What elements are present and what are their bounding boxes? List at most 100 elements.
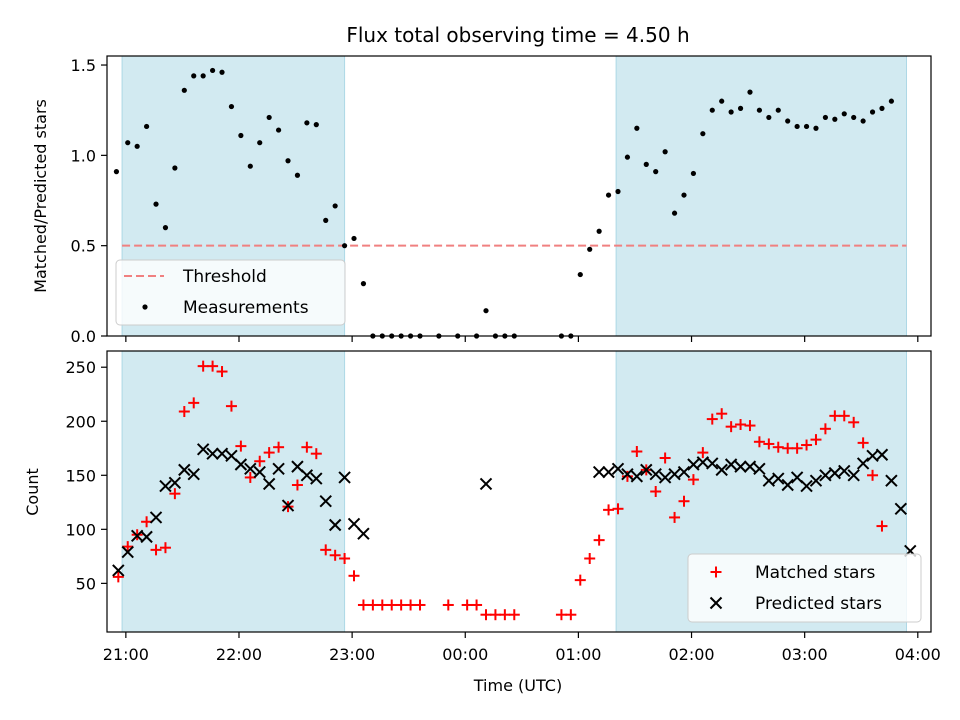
matched-star-point [291, 479, 303, 491]
legend-measurements-swatch [142, 304, 148, 310]
matched-star-point [669, 511, 681, 523]
predicted-star-point [715, 463, 728, 477]
matched-star-point [867, 469, 879, 481]
predicted-star-point [159, 479, 172, 493]
matched-star-point [593, 534, 605, 546]
measurement-point [323, 217, 329, 223]
measurement-point [162, 225, 169, 231]
top-y-tick-label: 0.5 [71, 237, 96, 256]
measurement-point [313, 122, 319, 128]
x-tick-label: 03:00 [782, 645, 828, 664]
predicted-star-point [149, 511, 163, 524]
predicted-star-point [781, 478, 794, 492]
measurement-point [643, 161, 649, 167]
measurement-point [191, 73, 197, 79]
x-axis-label: Time (UTC) [473, 676, 562, 695]
matched-star-point [499, 609, 511, 621]
x-tick-label: 00:00 [442, 645, 488, 664]
predicted-star-point [885, 474, 898, 487]
predicted-star-point [338, 471, 351, 484]
measurement-point [624, 154, 631, 160]
measurement-point [851, 114, 857, 121]
measurement-point [238, 132, 244, 139]
predicted-star-point [724, 458, 738, 471]
top-y-axis-label: Matched/Predicted stars [31, 99, 50, 293]
measurement-point [266, 114, 272, 121]
predicted-star-point [347, 517, 361, 531]
top-y-tick-label: 1.5 [71, 56, 96, 75]
top-y-tick-label: 0.0 [71, 327, 96, 346]
matched-star-point [480, 609, 492, 621]
top-axes-frame [106, 55, 932, 337]
x-tick-label: 04:00 [895, 645, 941, 664]
matched-star-point [650, 486, 662, 497]
top-panel: 0.0 0.5 1.0 1.5 Matched/Predicted stars Thr… [31, 55, 932, 346]
predicted-star-point [819, 469, 832, 482]
predicted-star-point [121, 545, 134, 559]
predicted-star-point [677, 465, 691, 479]
measurement-point [285, 158, 291, 164]
predicted-star-point [310, 472, 323, 485]
matched-star-point [320, 544, 332, 556]
measurement-point [785, 118, 791, 124]
bottom-panel: 50 100 150 200 250 21:00 22:00 23:00 00:00 01:00… [23, 350, 941, 695]
matched-star-point [207, 360, 219, 372]
predicted-star-point [762, 474, 776, 487]
predicted-star-point [706, 457, 719, 470]
predicted-star-point [253, 465, 266, 479]
measurement-point [153, 201, 159, 207]
legend-predicted-label: Predicted stars [755, 594, 882, 614]
legend-matched-swatch [710, 566, 722, 578]
predicted-star-point [140, 530, 153, 544]
matched-star-point [584, 553, 596, 565]
measurement-point [634, 125, 640, 131]
predicted-star-point [894, 502, 908, 515]
predicted-star-point [658, 471, 672, 484]
predicted-star-point [206, 447, 219, 460]
x-tick-label: 01:00 [555, 645, 601, 664]
matched-star-point [273, 441, 285, 453]
measurement-point [596, 228, 602, 234]
legend-threshold-label: Threshold [182, 267, 267, 287]
x-tick-label: 23:00 [329, 645, 375, 664]
matched-star-point [782, 442, 794, 454]
measurement-point [247, 163, 253, 169]
measurement-point [483, 308, 489, 314]
predicted-star-point [234, 458, 248, 471]
measurement-point [747, 89, 753, 95]
matched-star-point [838, 410, 850, 422]
predicted-star-point [649, 468, 662, 481]
measurement-point [257, 140, 263, 146]
matched-star-point [565, 609, 577, 621]
predicted-star-point [828, 466, 842, 480]
matched-star-point [159, 542, 171, 554]
predicted-star-point [178, 463, 191, 477]
legend-matched-label: Matched stars [755, 563, 875, 583]
predicted-star-point [592, 465, 606, 479]
x-tick-label: 22:00 [216, 645, 262, 664]
measurement-point [671, 210, 678, 216]
measurement-point [275, 127, 282, 133]
matched-star-point [678, 495, 690, 507]
measurement-point [143, 123, 150, 130]
measurement-point [860, 118, 866, 124]
matched-star-point [697, 447, 709, 459]
matched-star-point [848, 416, 860, 428]
bottom-y-axis-label: Count [23, 468, 42, 516]
matched-star-point [395, 599, 407, 611]
bottom-shaded-interval [121, 350, 346, 633]
predicted-star-point [753, 462, 766, 476]
matched-star-point [819, 423, 831, 435]
matched-star-point [414, 599, 426, 611]
measurement-point [351, 235, 357, 242]
measurement-point [125, 140, 131, 146]
measurement-point [719, 98, 725, 104]
matched-star-point [405, 599, 417, 611]
matched-star-point [744, 420, 756, 432]
matched-star-point [508, 609, 520, 621]
measurement-point [228, 103, 235, 110]
legend-measurements-label: Measurements [183, 298, 309, 318]
top-y-tick-label: 1.0 [71, 146, 96, 165]
matched-star-point [339, 553, 351, 565]
bottom-legend: Matched stars Predicted stars [687, 553, 922, 623]
